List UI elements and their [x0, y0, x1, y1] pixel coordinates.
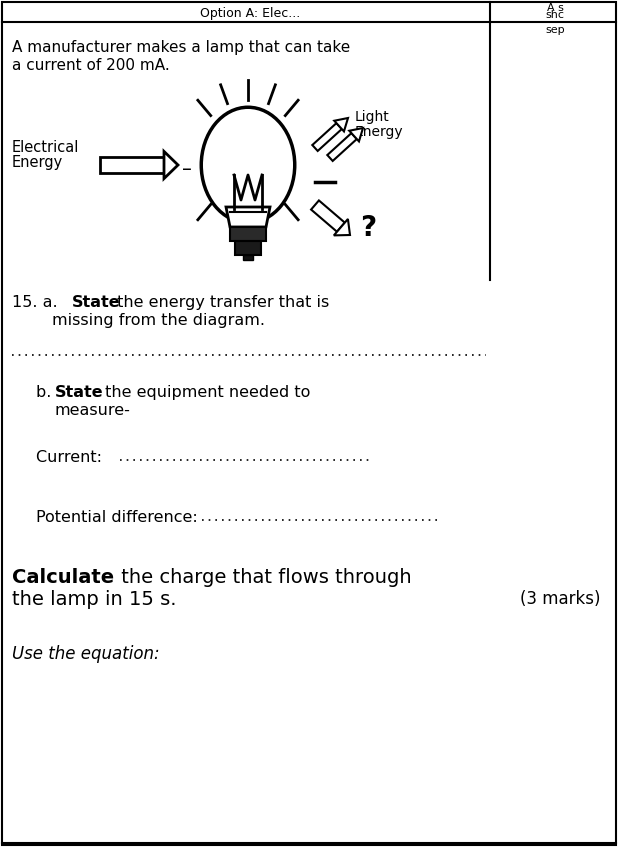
Text: A manufacturer makes a lamp that can take: A manufacturer makes a lamp that can tak… — [12, 40, 350, 55]
Text: A s: A s — [546, 3, 564, 13]
Polygon shape — [226, 207, 270, 227]
Text: State: State — [72, 295, 121, 310]
Text: Current:: Current: — [36, 450, 107, 465]
Text: ?: ? — [360, 214, 376, 242]
Text: 15. a.: 15. a. — [12, 295, 63, 310]
Text: the charge that flows through: the charge that flows through — [115, 568, 412, 587]
Text: the equipment needed to: the equipment needed to — [100, 385, 310, 400]
Text: Energy: Energy — [355, 125, 404, 139]
Text: (3 marks): (3 marks) — [520, 590, 600, 608]
Polygon shape — [334, 118, 348, 131]
Text: the lamp in 15 s.: the lamp in 15 s. — [12, 590, 177, 609]
Text: Light: Light — [355, 110, 390, 124]
Text: Use the equation:: Use the equation: — [12, 645, 159, 663]
Polygon shape — [312, 123, 342, 151]
Bar — [100, 157, 164, 173]
Polygon shape — [311, 201, 345, 232]
Text: missing from the diagram.: missing from the diagram. — [52, 313, 265, 328]
Ellipse shape — [201, 108, 295, 223]
Text: shc: shc — [546, 10, 564, 20]
Polygon shape — [164, 152, 178, 179]
Text: –: – — [182, 160, 192, 180]
Text: Option A: Elec...: Option A: Elec... — [200, 7, 300, 19]
Text: Calculate: Calculate — [12, 568, 114, 587]
Text: b.: b. — [36, 385, 56, 400]
Polygon shape — [328, 133, 357, 161]
Text: Electrical: Electrical — [12, 140, 79, 155]
Text: Energy: Energy — [12, 155, 63, 170]
Bar — [235, 241, 261, 255]
Text: Potential difference:: Potential difference: — [36, 510, 203, 525]
Text: measure-: measure- — [55, 403, 131, 418]
Text: sep: sep — [545, 25, 565, 35]
Text: State: State — [55, 385, 104, 400]
Polygon shape — [334, 219, 350, 235]
Text: a current of 200 mA.: a current of 200 mA. — [12, 58, 170, 73]
Polygon shape — [349, 128, 363, 141]
Bar — [243, 255, 253, 260]
Bar — [230, 227, 266, 241]
Text: the energy transfer that is: the energy transfer that is — [112, 295, 329, 310]
